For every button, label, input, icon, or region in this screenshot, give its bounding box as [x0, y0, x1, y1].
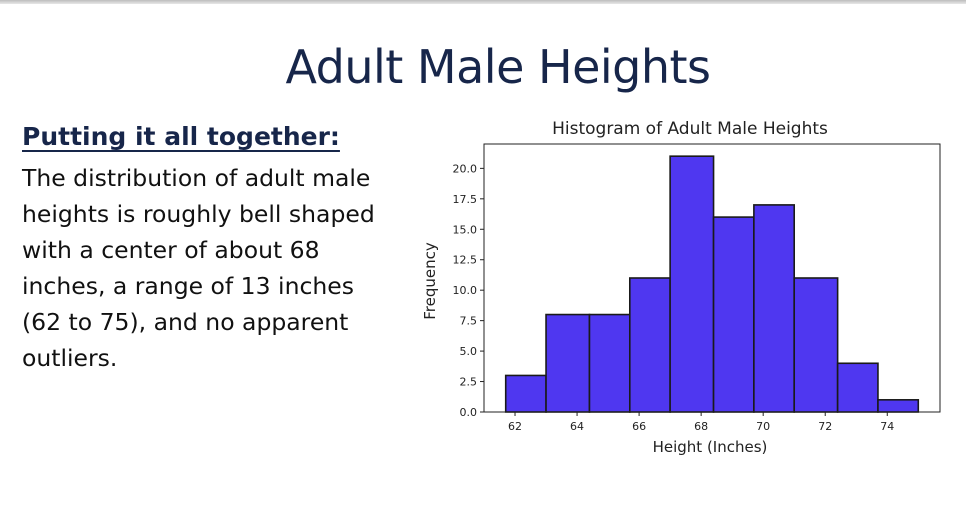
x-tick-label: 64 [570, 420, 584, 433]
y-tick-label: 20.0 [453, 162, 478, 175]
y-tick-label: 15.0 [453, 223, 478, 236]
histogram-bar [877, 399, 920, 413]
histogram-bar [712, 216, 755, 413]
histogram-bar [628, 277, 671, 413]
text-body: The distribution of adult male heights i… [22, 164, 375, 372]
text-block: Putting it all together: The distributio… [22, 118, 392, 376]
histogram-bar [545, 313, 591, 413]
x-tick-label: 70 [756, 420, 770, 433]
histogram-bar [588, 313, 631, 413]
histogram-bar [669, 155, 715, 413]
histogram-bar [793, 277, 839, 413]
x-axis-label: Height (Inches) [653, 438, 768, 456]
bars-group [504, 155, 920, 413]
x-tick-label: 66 [632, 420, 646, 433]
top-border [0, 0, 966, 4]
y-tick-label: 2.5 [460, 376, 478, 389]
y-tick-label: 5.0 [460, 345, 478, 358]
chart-title: Histogram of Adult Male Heights [552, 119, 828, 139]
histogram-svg: Histogram of Adult Male Heights 0.0 2.5 5.… [421, 119, 941, 456]
x-tick-label: 74 [880, 420, 894, 433]
x-tick-label: 62 [508, 420, 522, 433]
text-heading: Putting it all together: [22, 122, 340, 151]
y-tick-label: 12.5 [453, 254, 478, 267]
histogram-bar [753, 204, 796, 413]
histogram-chart: Histogram of Adult Male Heights 0.0 2.5 5.… [400, 108, 960, 464]
y-tick-label: 0.0 [460, 406, 478, 419]
y-tick-label: 7.5 [460, 315, 478, 328]
y-tick-label: 17.5 [453, 193, 478, 206]
y-ticks: 0.0 2.5 5.0 7.5 10.0 12.5 15.0 17.5 20.0 [453, 162, 484, 419]
histogram-bar [836, 362, 879, 413]
slide-title: Adult Male Heights [285, 40, 711, 94]
y-axis-label: Frequency [421, 242, 439, 320]
x-ticks: 62 64 66 68 70 72 74 [508, 412, 894, 433]
histogram-bar [504, 374, 547, 413]
axes-frame [483, 143, 941, 413]
x-tick-label: 68 [694, 420, 708, 433]
x-tick-label: 72 [818, 420, 832, 433]
y-tick-label: 10.0 [453, 284, 478, 297]
